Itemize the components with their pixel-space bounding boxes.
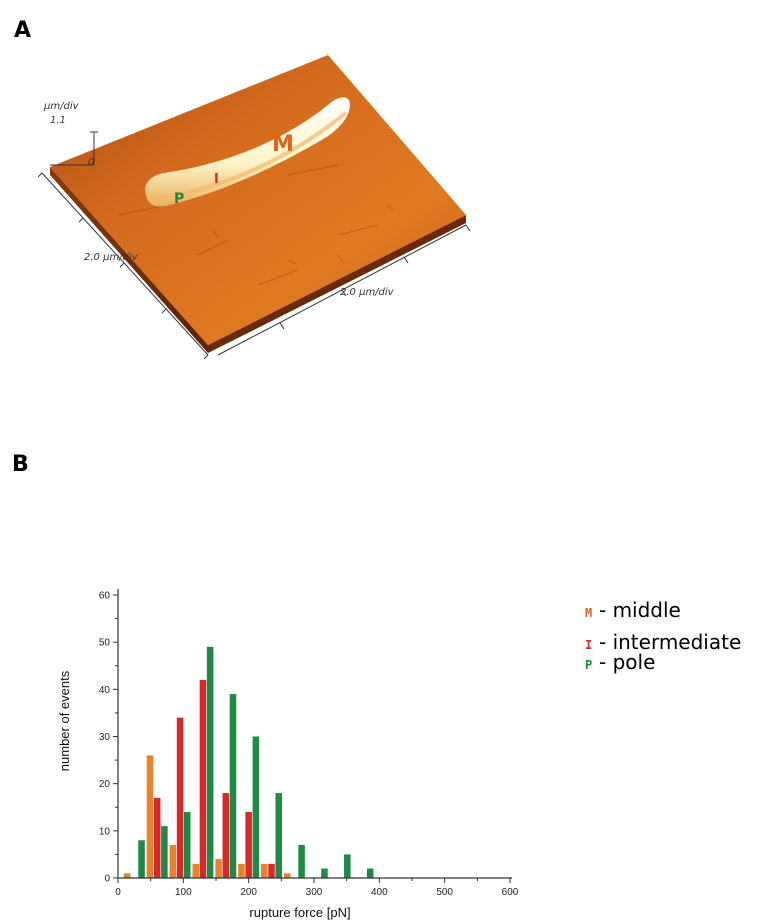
panel-label-b: B: [12, 452, 29, 477]
y-tick-label: 30: [99, 732, 111, 743]
bar-intermediate: [222, 793, 230, 878]
afm-bacterium: [145, 97, 350, 207]
afm-z-max: 1.1: [50, 115, 66, 126]
bar-pole: [161, 826, 168, 878]
bar-pole: [321, 868, 328, 878]
bar-middle: [169, 844, 177, 878]
legend-item-middle: M - middle: [585, 598, 741, 628]
bar-middle: [146, 755, 154, 878]
x-tick-label: 300: [306, 887, 323, 898]
bar-intermediate: [176, 717, 184, 878]
y-axis-title: number of events: [57, 670, 72, 771]
afm-z-unit: µm/div: [43, 101, 80, 112]
bar-intermediate: [245, 811, 252, 878]
bar-pole: [366, 868, 374, 878]
legend-mark-pole: P: [585, 658, 593, 672]
legend-label-intermediate: - intermediate: [599, 630, 742, 654]
y-tick-label: 40: [99, 685, 111, 696]
x-tick-label: 200: [240, 887, 257, 898]
y-tick-label: 0: [104, 874, 110, 885]
x-tick-label: 400: [371, 887, 388, 898]
x-axis-title: rupture force [pN]: [249, 905, 350, 920]
bar-intermediate: [268, 863, 275, 878]
afm-y-scale: 2.0 µm/div: [84, 252, 139, 263]
legend-item-intermediate: I - intermediate: [585, 630, 741, 660]
afm-marker-pole: P: [174, 191, 184, 207]
afm-image: µm/div 1.1 0 2.0 µm/div 2.0 µm/div M I P: [38, 55, 471, 360]
bar-middle: [261, 863, 268, 878]
bar-middle: [215, 859, 222, 878]
panel-label-a: A: [14, 18, 32, 43]
bar-intermediate: [199, 679, 207, 878]
afm-base-front: [208, 215, 466, 353]
bar-pole: [183, 811, 191, 878]
bar-middle: [123, 873, 131, 878]
afm-z-zero: 0: [88, 157, 94, 168]
bar-pole: [206, 646, 214, 878]
afm-base-left: [50, 167, 208, 353]
bar-middle: [238, 863, 245, 878]
bar-pole: [275, 793, 282, 878]
x-tick-label: 100: [175, 887, 192, 898]
legend-label-middle: - middle: [599, 598, 681, 622]
afm-marker-middle: M: [272, 132, 294, 157]
legend-mark-middle: M: [585, 606, 593, 620]
legend-mark-intermediate: I: [585, 638, 593, 652]
x-tick-label: 600: [502, 887, 519, 898]
afm-marker-intermediate: I: [214, 172, 219, 187]
bar-pole: [344, 854, 351, 878]
legend-label-pole: - pole: [599, 650, 656, 674]
afm-surface: [50, 55, 466, 345]
y-tick-label: 50: [99, 638, 111, 649]
bar-middle: [283, 873, 291, 878]
legend: M - middle I - intermediate P - pole: [585, 598, 741, 680]
afm-x-scale: 2.0 µm/div: [340, 287, 395, 298]
bar-middle: [192, 863, 200, 878]
bar-pole: [298, 844, 305, 878]
x-tick-label: 500: [436, 887, 453, 898]
bar-pole: [138, 840, 145, 878]
y-tick-label: 60: [99, 591, 111, 602]
bar-pole: [229, 694, 237, 878]
bar-pole: [252, 736, 260, 878]
legend-item-pole: P - pole: [585, 650, 741, 680]
x-tick-label: 0: [115, 887, 121, 898]
y-tick-label: 10: [99, 826, 111, 837]
y-tick-label: 20: [99, 779, 111, 790]
bar-intermediate: [153, 797, 161, 878]
